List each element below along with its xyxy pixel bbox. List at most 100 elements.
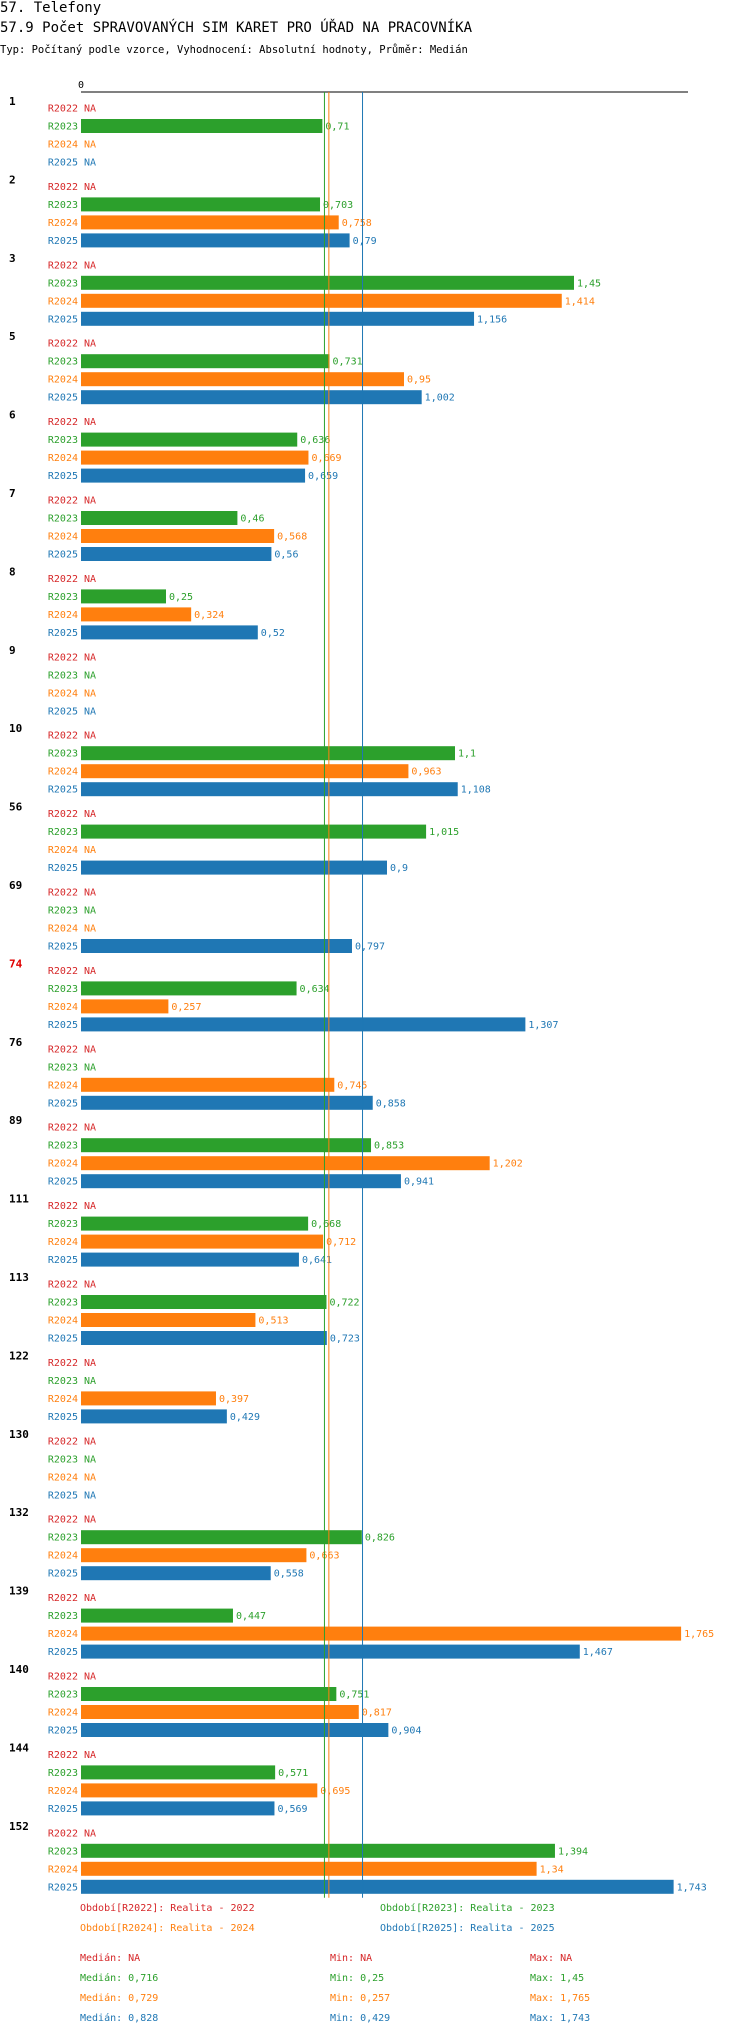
series-row-label: R2024 bbox=[48, 532, 78, 543]
bar-value-label: 0,636 bbox=[300, 435, 330, 446]
group-label: 122 bbox=[9, 1349, 29, 1362]
group-label: 144 bbox=[9, 1741, 29, 1754]
bar-value-label: 0,723 bbox=[330, 1334, 360, 1345]
section-title: 57. Telefony bbox=[0, 0, 102, 16]
series-row-label: R2025 bbox=[48, 863, 78, 874]
group-label: 2 bbox=[9, 173, 16, 186]
na-label: NA bbox=[84, 339, 96, 350]
series-row-label: R2022 bbox=[48, 574, 78, 585]
na-label: NA bbox=[84, 1436, 96, 1447]
series-row-label: R2023 bbox=[48, 122, 78, 133]
na-label: NA bbox=[84, 104, 96, 115]
group-label: 8 bbox=[9, 565, 16, 578]
series-row-label: R2023 bbox=[48, 1141, 78, 1152]
bar-r2023 bbox=[81, 1138, 372, 1153]
na-label: NA bbox=[84, 182, 96, 193]
series-row-label: R2022 bbox=[48, 182, 78, 193]
bar-r2023 bbox=[81, 1295, 327, 1309]
bar-r2025 bbox=[81, 390, 422, 405]
series-row-label: R2022 bbox=[48, 260, 78, 271]
series-row-label: R2024 bbox=[48, 1551, 78, 1562]
series-row-label: R2025 bbox=[48, 1098, 78, 1109]
bar-value-label: 0,95 bbox=[407, 375, 431, 386]
bar-r2024 bbox=[81, 529, 275, 543]
bar-value-label: 0,751 bbox=[339, 1690, 369, 1701]
na-label: NA bbox=[84, 1672, 96, 1683]
series-row-label: R2022 bbox=[48, 104, 78, 115]
series-row-label: R2024 bbox=[48, 1080, 78, 1091]
group-label: 111 bbox=[9, 1193, 29, 1206]
bar-r2024 bbox=[81, 1626, 682, 1641]
bar-r2023 bbox=[81, 1765, 276, 1780]
series-row-label: R2022 bbox=[48, 731, 78, 742]
series-row-label: R2023 bbox=[48, 1219, 78, 1230]
bar-value-label: 0,858 bbox=[376, 1098, 406, 1109]
bar-r2024 bbox=[81, 293, 562, 308]
na-label: NA bbox=[84, 1280, 96, 1291]
series-row-label: R2022 bbox=[48, 1750, 78, 1761]
series-row-label: R2023 bbox=[48, 670, 78, 681]
na-label: NA bbox=[84, 688, 96, 699]
series-row-label: R2025 bbox=[48, 1490, 78, 1501]
bar-r2024 bbox=[81, 372, 404, 387]
bar-r2023 bbox=[81, 746, 455, 761]
bar-value-label: 0,56 bbox=[274, 550, 298, 561]
bar-value-label: 0,695 bbox=[320, 1786, 350, 1797]
series-row-label: R2023 bbox=[48, 749, 78, 760]
bar-value-label: 0,758 bbox=[342, 218, 372, 229]
bar-r2025 bbox=[81, 468, 306, 483]
bar-r2024 bbox=[81, 999, 169, 1014]
bar-value-label: 1,467 bbox=[583, 1647, 613, 1658]
bar-value-label: 1,45 bbox=[577, 278, 601, 289]
series-row-label: R2022 bbox=[48, 496, 78, 507]
series-row-label: R2024 bbox=[48, 1472, 78, 1483]
group-label: 9 bbox=[9, 644, 16, 657]
bar-value-label: 1,202 bbox=[493, 1159, 523, 1170]
na-label: NA bbox=[84, 1515, 96, 1526]
stat-max: Max: 1,743 bbox=[530, 2013, 590, 2024]
series-row-label: R2024 bbox=[48, 1629, 78, 1640]
bar-value-label: 0,9 bbox=[390, 863, 408, 874]
series-row-label: R2024 bbox=[48, 845, 78, 856]
bar-value-label: 0,324 bbox=[194, 610, 224, 621]
bar-r2023 bbox=[81, 981, 297, 996]
bar-r2023 bbox=[81, 1608, 233, 1623]
bar-value-label: 0,963 bbox=[411, 767, 441, 778]
bar-value-label: 0,71 bbox=[325, 122, 349, 133]
group-label: 69 bbox=[9, 879, 22, 892]
series-row-label: R2022 bbox=[48, 1358, 78, 1369]
bar-value-label: 0,79 bbox=[353, 236, 377, 247]
series-row-label: R2025 bbox=[48, 1804, 78, 1815]
stat-min: Min: 0,25 bbox=[330, 1973, 384, 1984]
bar-r2024 bbox=[81, 1077, 335, 1092]
na-label: NA bbox=[84, 1201, 96, 1212]
na-label: NA bbox=[84, 1376, 96, 1387]
stat-median: Medián: NA bbox=[80, 1952, 140, 1964]
stat-max: Max: NA bbox=[530, 1953, 572, 1964]
group-label: 89 bbox=[9, 1114, 22, 1127]
bar-value-label: 0,712 bbox=[326, 1237, 356, 1248]
stat-max: Max: 1,45 bbox=[530, 1973, 584, 1984]
series-row-label: R2023 bbox=[48, 1690, 78, 1701]
bar-value-label: 0,641 bbox=[302, 1255, 332, 1266]
na-label: NA bbox=[84, 845, 96, 856]
bar-r2023 bbox=[81, 275, 574, 290]
bar-value-label: 0,659 bbox=[308, 471, 338, 482]
bar-value-label: 0,703 bbox=[323, 200, 353, 211]
na-label: NA bbox=[84, 1454, 96, 1465]
na-label: NA bbox=[84, 417, 96, 428]
series-row-label: R2023 bbox=[48, 1454, 78, 1465]
group-label: 76 bbox=[9, 1036, 23, 1049]
stat-max: Max: 1,765 bbox=[530, 1993, 590, 2004]
bar-r2025 bbox=[81, 1409, 227, 1424]
bar-value-label: 1,743 bbox=[677, 1882, 707, 1893]
series-row-label: R2025 bbox=[48, 393, 78, 404]
series-row-label: R2023 bbox=[48, 1611, 78, 1622]
bar-r2025 bbox=[81, 939, 352, 953]
stat-min: Min: 0,257 bbox=[330, 1993, 390, 2004]
series-row-label: R2023 bbox=[48, 1062, 78, 1073]
bar-r2024 bbox=[81, 1313, 256, 1327]
series-row-label: R2022 bbox=[48, 339, 78, 350]
series-row-label: R2024 bbox=[48, 1002, 78, 1013]
group-label: 6 bbox=[9, 409, 16, 422]
